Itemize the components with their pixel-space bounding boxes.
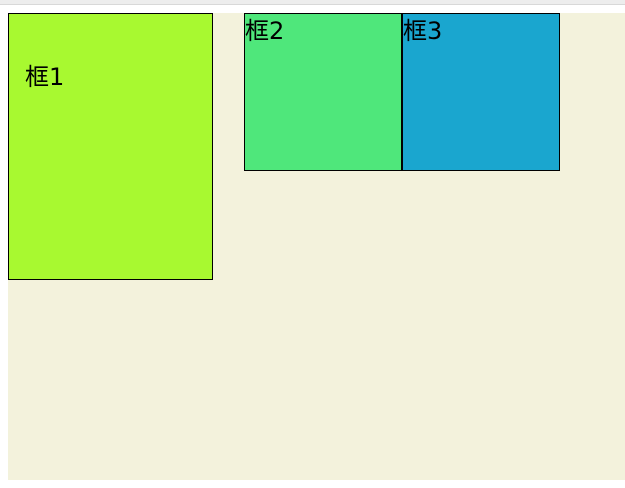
box-1-label: 框1 [25,63,65,91]
browser-top-strip [0,0,625,5]
box-1: 框1 [8,13,213,280]
flex-container: 框1 框2 框3 [8,13,625,480]
box-2-label: 框2 [245,17,285,45]
box-2: 框2 [244,13,402,171]
box-3-label: 框3 [403,17,443,45]
box-3: 框3 [402,13,560,171]
